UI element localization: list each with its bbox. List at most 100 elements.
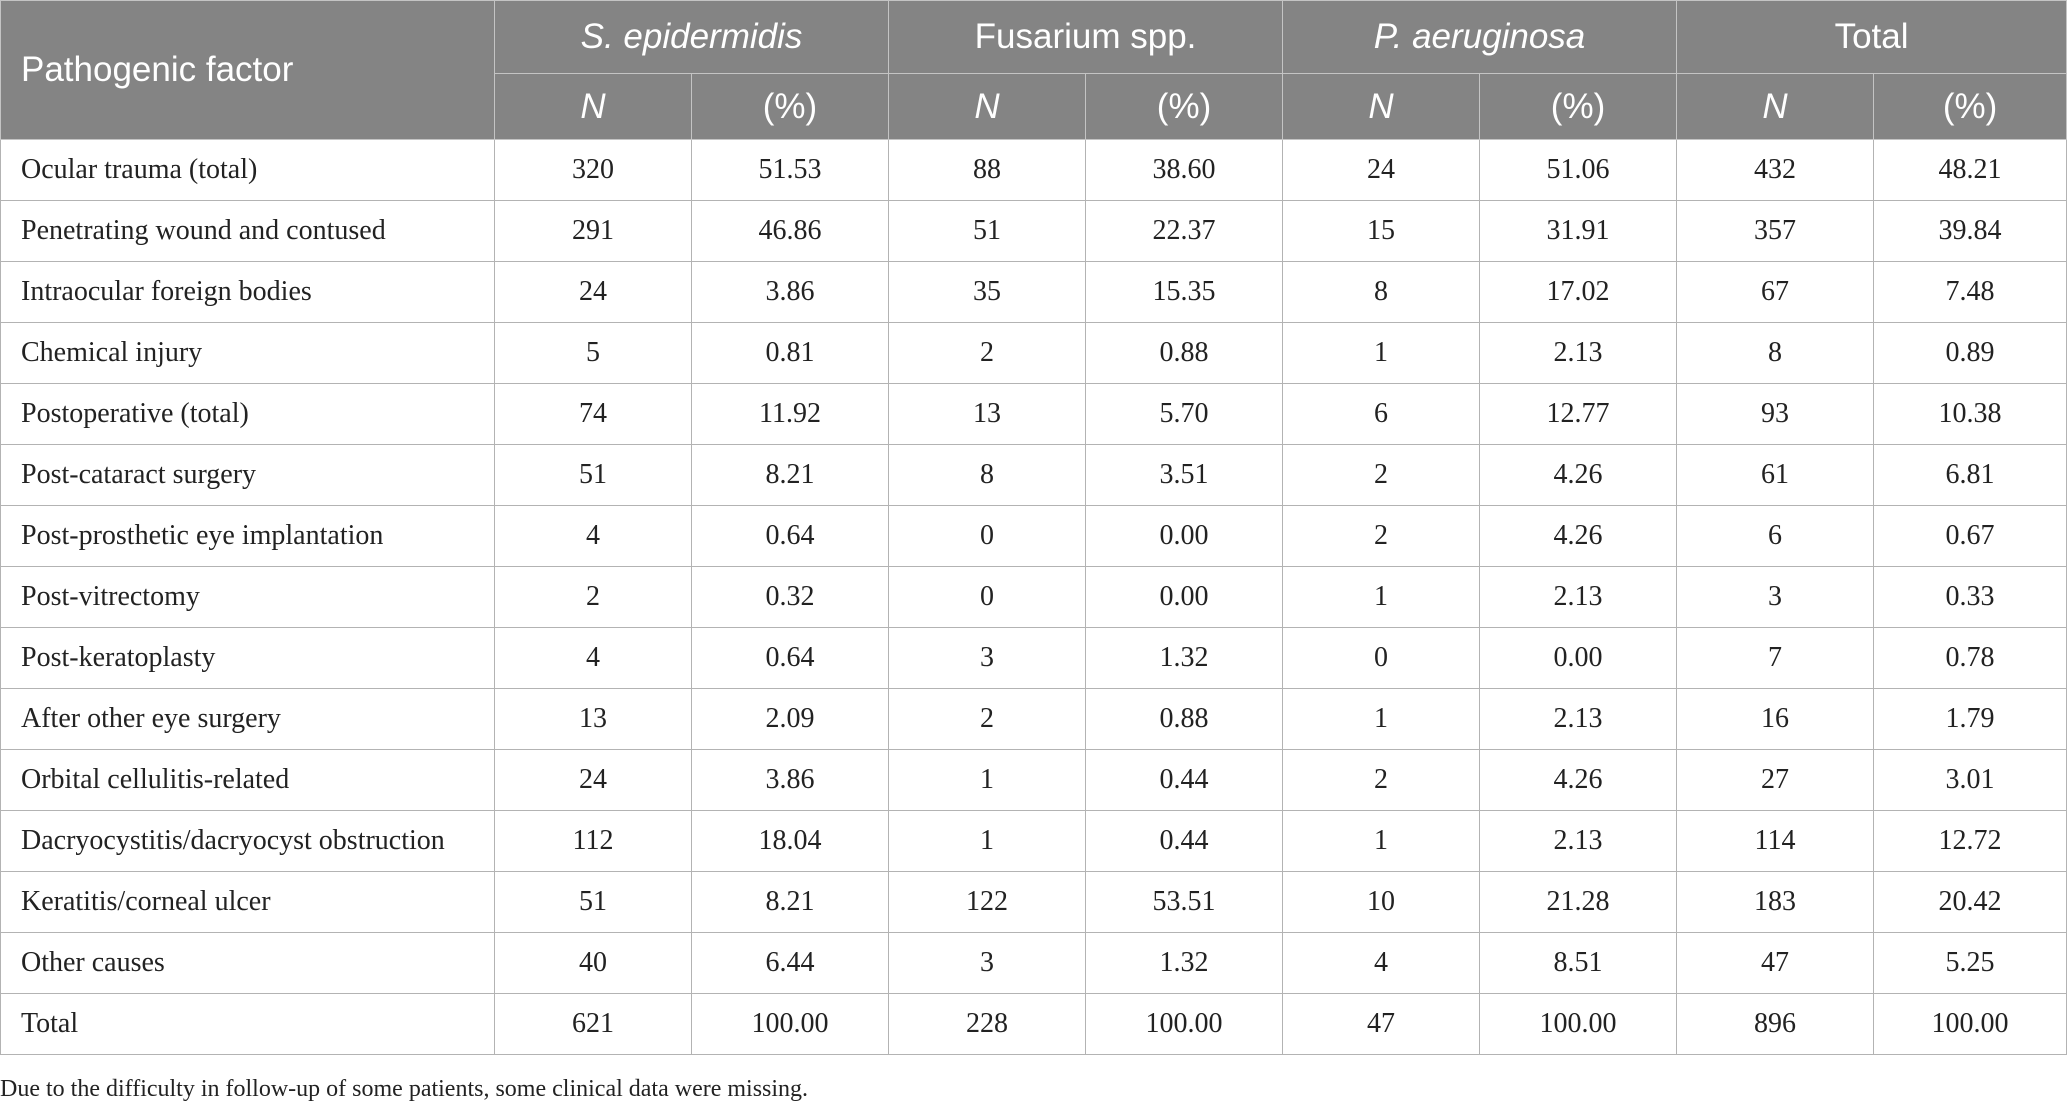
header-n: N <box>888 73 1087 140</box>
header-group-s-epidermidis: S. epidermidis <box>493 0 890 74</box>
cell-percent: 38.60 <box>1085 139 1284 201</box>
cell-percent: 4.26 <box>1479 444 1678 506</box>
cell-count: 2 <box>888 322 1087 384</box>
cell-count: 13 <box>888 383 1087 445</box>
cell-count: 122 <box>888 871 1087 933</box>
table-row: Dacryocystitis/dacryocyst obstruction 112… <box>0 810 2067 872</box>
cell-count: 357 <box>1676 200 1875 262</box>
cell-percent: 21.28 <box>1479 871 1678 933</box>
cell-count: 0 <box>888 505 1087 567</box>
cell-percent: 100.00 <box>1479 993 1678 1055</box>
row-label: Keratitis/corneal ulcer <box>0 871 495 933</box>
cell-count: 24 <box>1282 139 1481 201</box>
table-row: Ocular trauma (total) 320 51.53 88 38.60 24 51… <box>0 139 2067 201</box>
cell-count: 13 <box>494 688 692 750</box>
cell-count: 183 <box>1676 871 1875 933</box>
cell-count: 8 <box>888 444 1087 506</box>
cell-count: 8 <box>1676 322 1875 384</box>
cell-count: 1 <box>888 810 1087 872</box>
cell-percent: 17.02 <box>1479 261 1678 323</box>
cell-percent: 3.51 <box>1085 444 1284 506</box>
cell-percent: 4.26 <box>1479 749 1678 811</box>
cell-count: 8 <box>1282 261 1481 323</box>
table-row: Post-cataract surgery 51 8.21 8 3.51 2 4.26 61 6… <box>0 444 2067 506</box>
cell-percent: 3.86 <box>690 261 890 323</box>
cell-count: 0 <box>888 566 1087 628</box>
cell-percent: 0.00 <box>1085 505 1284 567</box>
table-row: Orbital cellulitis-related 24 3.86 1 0.44 2 4.… <box>0 749 2067 811</box>
cell-percent: 0.89 <box>1873 322 2067 384</box>
cell-percent: 51.06 <box>1479 139 1678 201</box>
table-row: Postoperative (total) 74 11.92 13 5.70 6 12.77… <box>0 383 2067 445</box>
pathogenic-factor-table: Pathogenic factor S. epidermidis Fusariu… <box>0 0 2067 1055</box>
cell-count: 621 <box>494 993 692 1055</box>
cell-count: 2 <box>1282 505 1481 567</box>
cell-count: 40 <box>494 932 692 994</box>
cell-percent: 0.67 <box>1873 505 2067 567</box>
cell-percent: 53.51 <box>1085 871 1284 933</box>
cell-count: 432 <box>1676 139 1875 201</box>
cell-count: 15 <box>1282 200 1481 262</box>
cell-count: 1 <box>1282 322 1481 384</box>
table-row: Post-keratoplasty 4 0.64 3 1.32 0 0.00 7 0.78 <box>0 627 2067 689</box>
cell-percent: 12.77 <box>1479 383 1678 445</box>
cell-percent: 20.42 <box>1873 871 2067 933</box>
header-n: N <box>1282 73 1481 140</box>
table-body: Ocular trauma (total) 320 51.53 88 38.60 24 51… <box>0 139 2067 1055</box>
header-n: N <box>494 73 692 140</box>
row-label: Other causes <box>0 932 495 994</box>
table-row: Chemical injury 5 0.81 2 0.88 1 2.13 8 0.89 <box>0 322 2067 384</box>
table-row: Post-prosthetic eye implantation 4 0.64 0 0.… <box>0 505 2067 567</box>
cell-percent: 100.00 <box>690 993 890 1055</box>
cell-count: 114 <box>1676 810 1875 872</box>
cell-count: 4 <box>494 505 692 567</box>
cell-percent: 0.88 <box>1085 688 1284 750</box>
cell-count: 291 <box>494 200 692 262</box>
cell-percent: 100.00 <box>1873 993 2067 1055</box>
cell-count: 4 <box>494 627 692 689</box>
cell-percent: 7.48 <box>1873 261 2067 323</box>
cell-count: 0 <box>1282 627 1481 689</box>
cell-percent: 10.38 <box>1873 383 2067 445</box>
cell-percent: 4.26 <box>1479 505 1678 567</box>
cell-count: 2 <box>888 688 1087 750</box>
cell-count: 74 <box>494 383 692 445</box>
cell-percent: 22.37 <box>1085 200 1284 262</box>
row-label: Dacryocystitis/dacryocyst obstruction <box>0 810 495 872</box>
cell-count: 27 <box>1676 749 1875 811</box>
cell-count: 1 <box>888 749 1087 811</box>
cell-count: 88 <box>888 139 1087 201</box>
cell-count: 47 <box>1282 993 1481 1055</box>
table-row: Keratitis/corneal ulcer 51 8.21 122 53.51 10 2… <box>0 871 2067 933</box>
table-row: Other causes 40 6.44 3 1.32 4 8.51 47 5.25 <box>0 932 2067 994</box>
header-pct: (%) <box>1873 73 2067 140</box>
cell-count: 24 <box>494 749 692 811</box>
cell-count: 1 <box>1282 810 1481 872</box>
cell-percent: 6.44 <box>690 932 890 994</box>
cell-count: 16 <box>1676 688 1875 750</box>
cell-percent: 0.44 <box>1085 749 1284 811</box>
cell-percent: 5.70 <box>1085 383 1284 445</box>
row-label: Postoperative (total) <box>0 383 495 445</box>
cell-count: 3 <box>888 932 1087 994</box>
cell-percent: 0.64 <box>690 627 890 689</box>
cell-count: 24 <box>494 261 692 323</box>
cell-count: 93 <box>1676 383 1875 445</box>
row-label: Post-prosthetic eye implantation <box>0 505 495 567</box>
header-group-p-aeruginosa: P. aeruginosa <box>1282 0 1678 74</box>
cell-percent: 2.13 <box>1479 322 1678 384</box>
row-label: Post-cataract surgery <box>0 444 495 506</box>
cell-count: 3 <box>888 627 1087 689</box>
cell-percent: 18.04 <box>690 810 890 872</box>
cell-percent: 6.81 <box>1873 444 2067 506</box>
header-n: N <box>1676 73 1875 140</box>
cell-percent: 1.79 <box>1873 688 2067 750</box>
cell-percent: 11.92 <box>690 383 890 445</box>
cell-percent: 0.88 <box>1085 322 1284 384</box>
cell-count: 896 <box>1676 993 1875 1055</box>
cell-count: 6 <box>1282 383 1481 445</box>
table-row: Post-vitrectomy 2 0.32 0 0.00 1 2.13 3 0.33 <box>0 566 2067 628</box>
header-pathogenic-factor: Pathogenic factor <box>0 0 495 140</box>
table-row: Total 621 100.00 228 100.00 47 100.00 896 100.00 <box>0 993 2067 1055</box>
cell-count: 35 <box>888 261 1087 323</box>
